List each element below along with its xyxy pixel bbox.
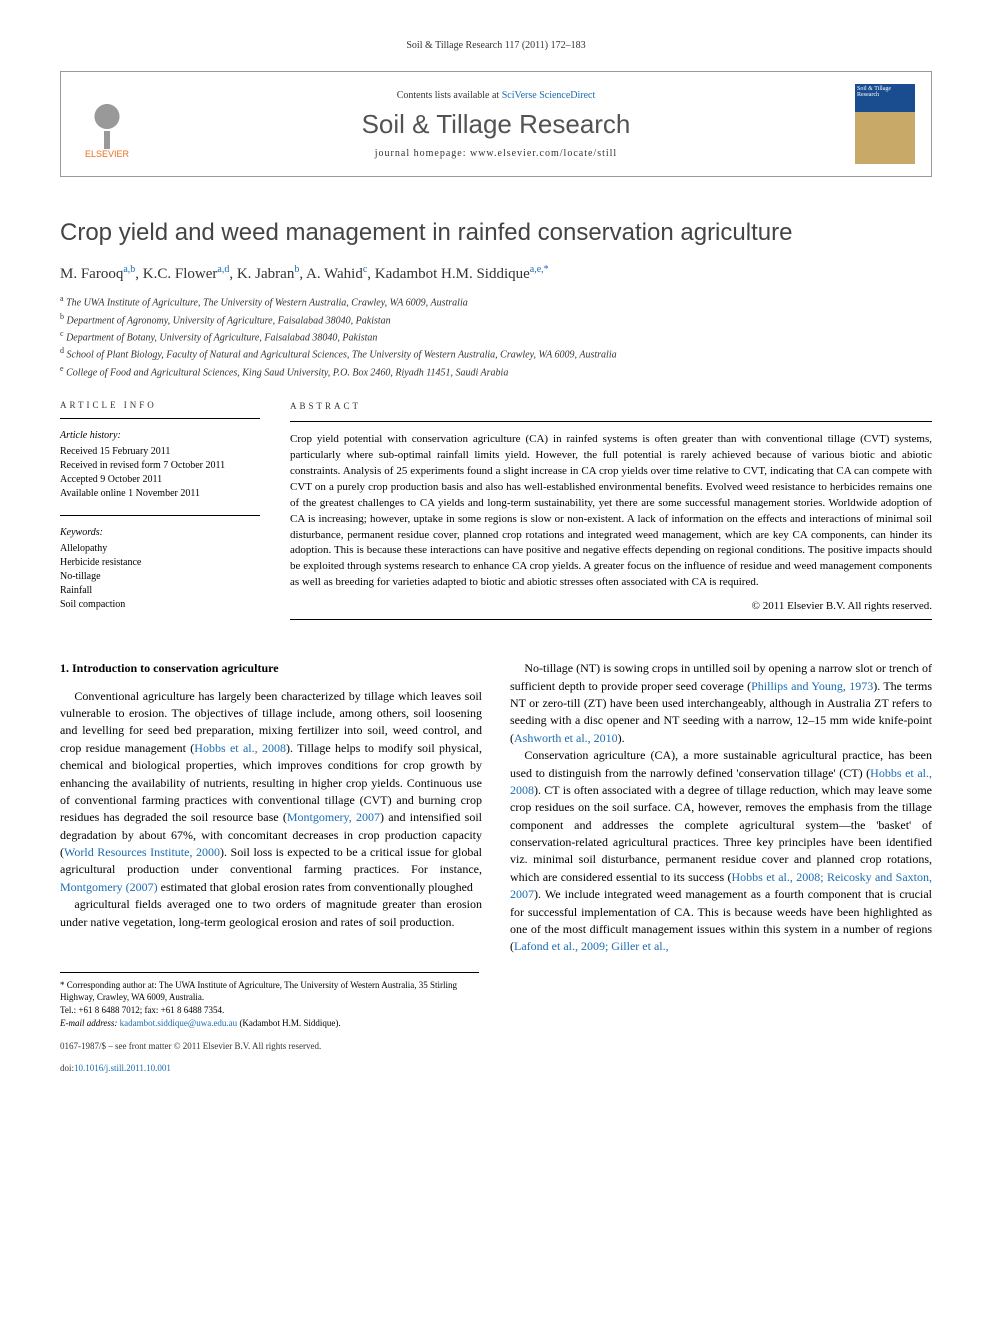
affiliation: e College of Food and Agricultural Scien… bbox=[60, 363, 932, 380]
keyword: Rainfall bbox=[60, 584, 260, 598]
corr-author-email[interactable]: kadambot.siddique@uwa.edu.au bbox=[120, 1018, 238, 1028]
contents-available-line: Contents lists available at SciVerse Sci… bbox=[153, 90, 839, 101]
keyword: Allelopathy bbox=[60, 542, 260, 556]
journal-name: Soil & Tillage Research bbox=[153, 109, 839, 140]
affiliation: a The UWA Institute of Agriculture, The … bbox=[60, 293, 932, 310]
corresponding-author-footnote: * Corresponding author at: The UWA Insti… bbox=[60, 972, 479, 1029]
body-paragraph: No-tillage (NT) is sowing crops in until… bbox=[510, 660, 932, 747]
keywords-block: Keywords: AllelopathyHerbicide resistanc… bbox=[60, 526, 260, 612]
journal-homepage-line: journal homepage: www.elsevier.com/locat… bbox=[153, 148, 839, 159]
divider bbox=[290, 421, 932, 422]
journal-cover-thumbnail: Soil & Tillage Research bbox=[855, 84, 915, 164]
article-info-heading: ARTICLE INFO bbox=[60, 400, 260, 410]
history-line: Received 15 February 2011 bbox=[60, 445, 260, 459]
elsevier-tree-icon bbox=[82, 99, 132, 149]
history-line: Accepted 9 October 2011 bbox=[60, 473, 260, 487]
publisher-name: ELSEVIER bbox=[85, 149, 129, 159]
contents-prefix: Contents lists available at bbox=[397, 90, 502, 101]
corr-author-tel: Tel.: +61 8 6488 7012; fax: +61 8 6488 7… bbox=[60, 1004, 479, 1017]
affiliation: c Department of Botany, University of Ag… bbox=[60, 328, 932, 345]
history-line: Available online 1 November 2011 bbox=[60, 487, 260, 501]
abstract-copyright: © 2011 Elsevier B.V. All rights reserved… bbox=[290, 599, 932, 615]
keywords-label: Keywords: bbox=[60, 526, 260, 540]
abstract-column: ABSTRACT Crop yield potential with conse… bbox=[290, 400, 932, 630]
cover-label: Soil & Tillage Research bbox=[857, 86, 891, 98]
affiliations-list: a The UWA Institute of Agriculture, The … bbox=[60, 293, 932, 380]
abstract-text: Crop yield potential with conservation a… bbox=[290, 432, 932, 591]
author-list: M. Farooqa,b, K.C. Flowera,d, K. Jabranb… bbox=[60, 264, 932, 283]
elsevier-logo: ELSEVIER bbox=[77, 89, 137, 159]
divider bbox=[60, 418, 260, 419]
history-line: Received in revised form 7 October 2011 bbox=[60, 459, 260, 473]
article-info-sidebar: ARTICLE INFO Article history: Received 1… bbox=[60, 400, 260, 630]
body-paragraph: Conservation agriculture (CA), a more su… bbox=[510, 747, 932, 956]
email-label: E-mail address: bbox=[60, 1018, 120, 1028]
divider bbox=[60, 515, 260, 516]
sciencedirect-link[interactable]: SciVerse ScienceDirect bbox=[502, 90, 596, 101]
keyword: No-tillage bbox=[60, 570, 260, 584]
abstract-heading: ABSTRACT bbox=[290, 400, 932, 413]
footer-doi: doi:10.1016/j.still.2011.10.001 bbox=[60, 1063, 932, 1073]
doi-link[interactable]: 10.1016/j.still.2011.10.001 bbox=[74, 1063, 171, 1073]
homepage-prefix: journal homepage: bbox=[375, 148, 470, 159]
body-paragraph: Conventional agriculture has largely bee… bbox=[60, 688, 482, 897]
keyword: Herbicide resistance bbox=[60, 556, 260, 570]
keyword: Soil compaction bbox=[60, 598, 260, 612]
journal-masthead: ELSEVIER Contents lists available at Sci… bbox=[60, 71, 932, 177]
corr-author-label: * Corresponding author at: bbox=[60, 980, 157, 990]
affiliation: b Department of Agronomy, University of … bbox=[60, 311, 932, 328]
article-body: 1. Introduction to conservation agricult… bbox=[60, 660, 932, 956]
affiliation: d School of Plant Biology, Faculty of Na… bbox=[60, 345, 932, 362]
corr-author-name: (Kadambot H.M. Siddique). bbox=[237, 1018, 341, 1028]
body-paragraph: agricultural fields averaged one to two … bbox=[60, 896, 482, 931]
footer-copyright: 0167-1987/$ – see front matter © 2011 El… bbox=[60, 1041, 932, 1051]
article-history-block: Article history: Received 15 February 20… bbox=[60, 429, 260, 501]
running-header: Soil & Tillage Research 117 (2011) 172–1… bbox=[60, 40, 932, 51]
article-title: Crop yield and weed management in rainfe… bbox=[60, 217, 932, 248]
homepage-url[interactable]: www.elsevier.com/locate/still bbox=[470, 148, 617, 159]
history-label: Article history: bbox=[60, 429, 260, 443]
section-heading-1: 1. Introduction to conservation agricult… bbox=[60, 660, 482, 677]
masthead-center: Contents lists available at SciVerse Sci… bbox=[153, 90, 839, 159]
divider bbox=[290, 619, 932, 620]
